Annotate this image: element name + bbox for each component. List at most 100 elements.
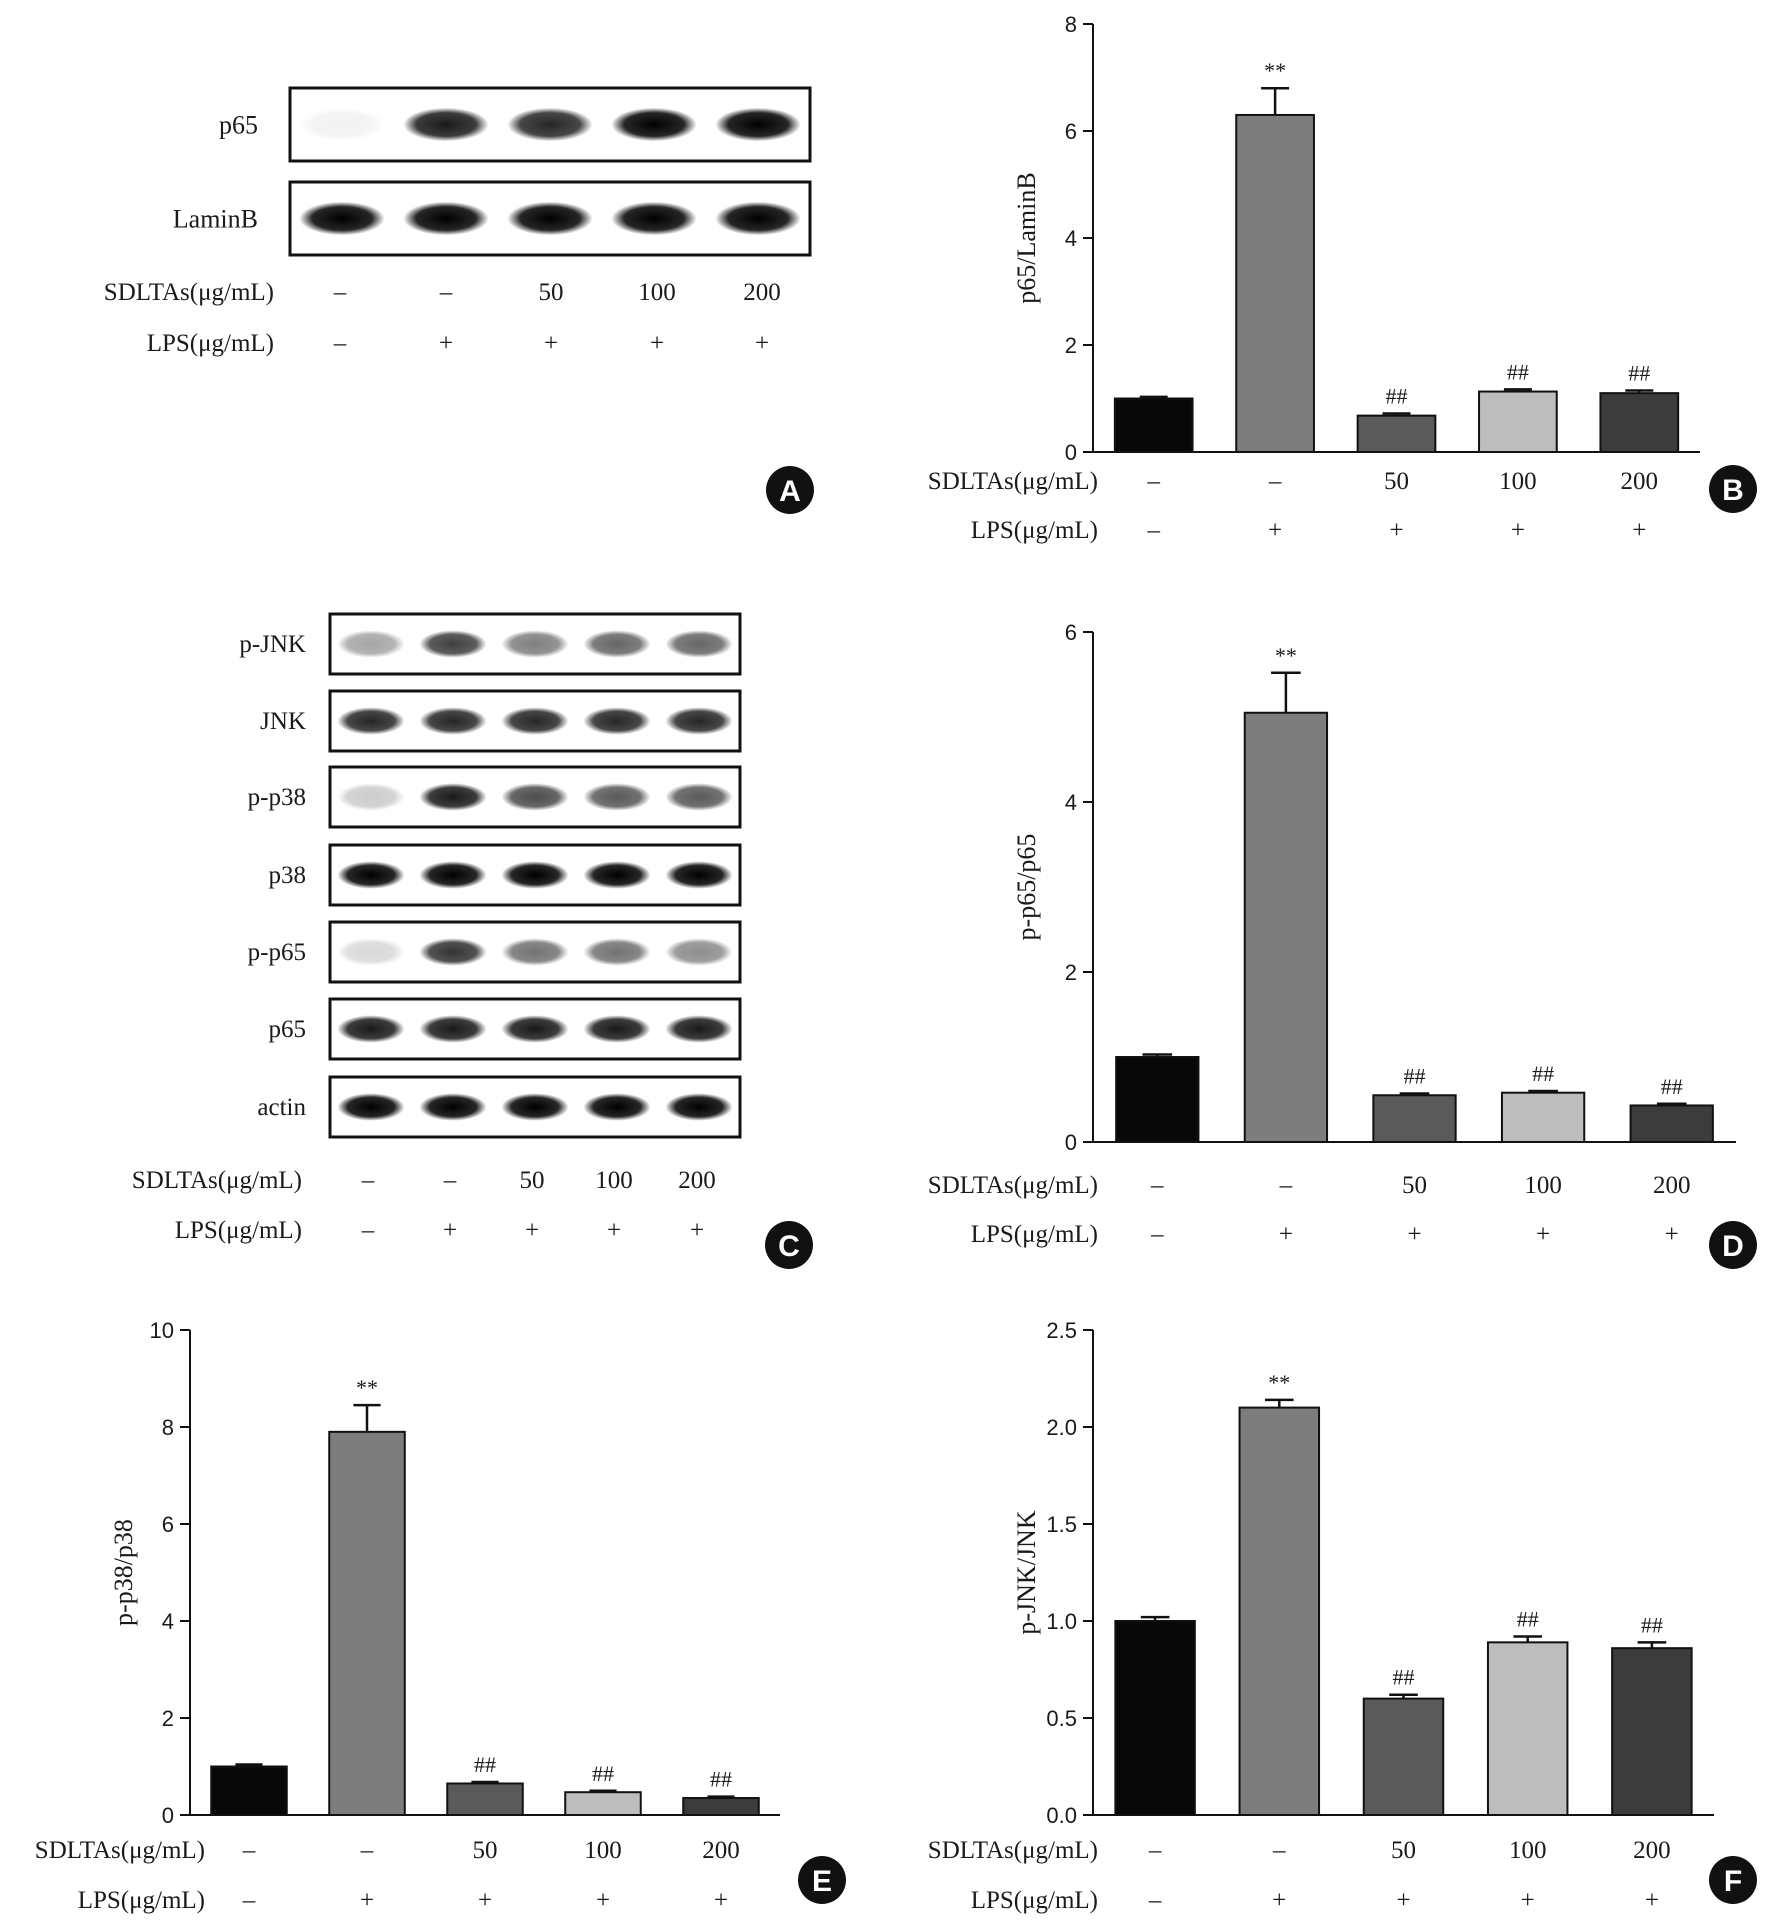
lps-value: + (443, 1217, 457, 1244)
bar (1629, 1104, 1714, 1143)
y-tick-label: 6 (162, 1512, 174, 1537)
sdltas-value: 50 (520, 1167, 545, 1194)
blot-band (299, 107, 385, 142)
blot-band (403, 107, 489, 142)
lps-value: + (1389, 517, 1403, 544)
blot-band (419, 630, 487, 658)
blot-band (299, 201, 385, 236)
y-tick-label: 8 (1065, 12, 1077, 37)
bar (1486, 1641, 1569, 1816)
blot-c-row-label: actin (257, 1094, 306, 1121)
y-tick-label: 10 (150, 1318, 174, 1343)
panel-letter-badge (798, 1856, 846, 1904)
sdltas-value: – (361, 1167, 375, 1194)
panel-letter: B (1722, 474, 1744, 507)
blot-band (583, 630, 651, 658)
significance-annotation: ## (1661, 1074, 1683, 1099)
sdltas-value: – (242, 1837, 256, 1864)
panel-letter: D (1722, 1230, 1744, 1263)
y-axis-label: p-JNK/JNK (1012, 1510, 1041, 1634)
blot-band (583, 707, 651, 735)
bar (1115, 1056, 1200, 1143)
lps-value: + (1536, 1221, 1550, 1248)
sdltas-value: – (1279, 1172, 1293, 1199)
blot-band (501, 707, 569, 735)
y-tick-label: 0 (1065, 440, 1077, 465)
blot-band (337, 938, 405, 966)
sdltas-value: 100 (1499, 468, 1537, 495)
sdltas-value: – (1146, 468, 1160, 495)
y-tick-label: 0.5 (1046, 1706, 1077, 1731)
panel-letter: A (779, 475, 801, 508)
sdltas-value: 200 (678, 1167, 716, 1194)
blot-band (611, 201, 697, 236)
blot-band (501, 783, 569, 811)
blot-c-row-label: p-JNK (239, 631, 306, 658)
panel-letter: F (1724, 1865, 1742, 1898)
bar (446, 1782, 524, 1816)
lps-value: + (607, 1217, 621, 1244)
bar (1372, 1094, 1457, 1143)
sdltas-value: 50 (1384, 468, 1409, 495)
lps-value: + (1665, 1221, 1679, 1248)
sdltas-value: 50 (473, 1837, 498, 1864)
lps-value: + (478, 1887, 492, 1914)
sdltas-value: 200 (1653, 1172, 1691, 1199)
bar (328, 1430, 406, 1816)
blot-c-row-label: p-p65 (248, 939, 306, 966)
lps-value: + (1407, 1221, 1421, 1248)
bar (1238, 1406, 1321, 1816)
lps-value: + (360, 1887, 374, 1914)
lps-value: – (1150, 1221, 1164, 1248)
bar (1599, 392, 1680, 453)
sdltas-row-label: SDLTAs(μg/mL) (104, 279, 274, 306)
sdltas-row-label: SDLTAs(μg/mL) (928, 1837, 1098, 1864)
blot-band (665, 861, 733, 889)
lps-row-label: LPS(μg/mL) (971, 1221, 1098, 1248)
sdltas-value: – (1272, 1837, 1286, 1864)
blot-band (337, 630, 405, 658)
blot-band (419, 783, 487, 811)
chart-d: 0 2 4 6 p-p65/p65 ** ## ## ## SDLTAs(μg/mL) LPS(μg… (928, 620, 1757, 1269)
bar (1113, 397, 1194, 453)
bar (1478, 390, 1558, 454)
lps-value: + (439, 330, 453, 357)
lps-value: + (650, 330, 664, 357)
sdltas-value: 200 (702, 1837, 740, 1864)
lps-value: + (1632, 517, 1646, 544)
sdltas-value: 100 (584, 1837, 622, 1864)
y-tick-label: 4 (1065, 226, 1077, 251)
sdltas-row-label: SDLTAs(μg/mL) (928, 1172, 1098, 1199)
panel-c: p-JNK JNK p-p38 p38 p-p65 p65 actin SDLTAs(μg/m… (132, 612, 813, 1269)
blot-band (419, 707, 487, 735)
blot-band (501, 938, 569, 966)
significance-annotation: ## (1517, 1607, 1539, 1632)
y-tick-label: 2.0 (1046, 1415, 1077, 1440)
lps-value: + (714, 1887, 728, 1914)
blot-band (337, 861, 405, 889)
y-axis-label: p-p65/p65 (1012, 834, 1041, 941)
lps-row-label: LPS(μg/mL) (971, 517, 1098, 544)
chart-b: 0 2 4 6 8 p65/LaminB ** ## ## ## SDLTAs(μg/mL) LPS(… (928, 12, 1757, 544)
bar (682, 1797, 760, 1817)
blot-band (337, 1093, 405, 1121)
sdltas-row-label: SDLTAs(μg/mL) (132, 1167, 302, 1194)
blot-band (665, 707, 733, 735)
sdltas-value: 100 (1524, 1172, 1562, 1199)
blot-band (501, 1015, 569, 1043)
blot-band (501, 1093, 569, 1121)
lps-value: + (755, 330, 769, 357)
sdltas-value: – (443, 1167, 457, 1194)
chart-f: 0.0 0.5 1.0 1.5 2.0 2.5 p-JNK/JNK ** ## ## ## SDLTA… (928, 1318, 1757, 1914)
blot-band (337, 783, 405, 811)
blot-c-row-label: p38 (269, 862, 307, 889)
y-tick-label: 2 (1065, 960, 1077, 985)
y-tick-label: 8 (162, 1415, 174, 1440)
blot-band (665, 783, 733, 811)
panel-letter: E (812, 1865, 832, 1898)
significance-annotation: ## (474, 1752, 496, 1777)
lps-value: + (596, 1887, 610, 1914)
lps-value: – (242, 1887, 256, 1914)
blot-c-row-label: p65 (269, 1016, 307, 1043)
